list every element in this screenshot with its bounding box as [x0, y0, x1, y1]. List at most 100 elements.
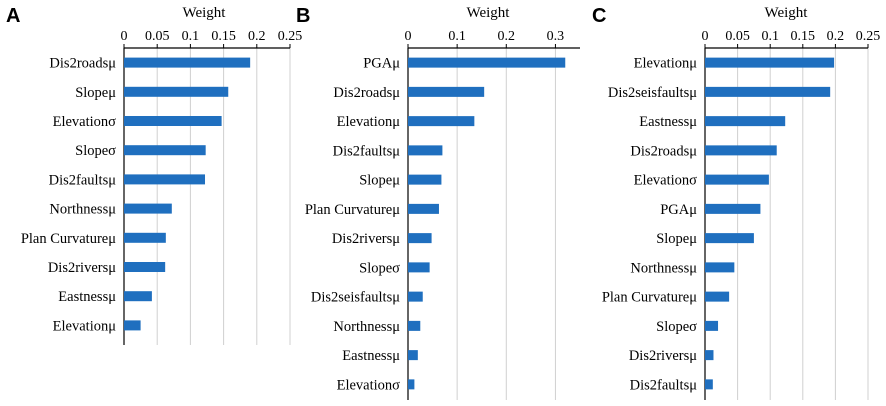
x-tick-label-c: 0.25 [856, 29, 881, 44]
bar [124, 203, 172, 214]
bar [124, 145, 206, 156]
category-label-b: Plan Curvatureμ [305, 202, 400, 218]
bar [124, 262, 166, 272]
x-tick-label-a: 0 [121, 29, 128, 44]
bar [124, 86, 229, 97]
category-label-a: Dis2faultsμ [49, 172, 117, 188]
category-label-c: Dis2roadsμ [630, 143, 697, 159]
category-label-a: Dis2riversμ [48, 260, 116, 276]
category-label-c: Dis2seisfaultsμ [608, 85, 697, 101]
category-label-b: Slopeμ [359, 173, 400, 189]
x-tick-label-b: 0.2 [498, 29, 516, 44]
bar [705, 174, 769, 185]
category-label-c: Dis2riversμ [629, 348, 697, 364]
bar [705, 116, 786, 127]
bar [705, 379, 713, 390]
bar [408, 86, 485, 97]
x-tick-label-b: 0 [405, 29, 412, 44]
category-label-b: Elevationσ [337, 377, 401, 393]
grid-c [737, 48, 869, 400]
bar [408, 291, 423, 302]
x-tick-label-a: 0.05 [145, 29, 170, 44]
bar [408, 145, 443, 156]
x-axis-title-a: Weight [183, 5, 227, 21]
category-labels-a: Dis2roadsμ Slopeμ Elevationσ Slopeσ Dis2… [21, 56, 116, 335]
x-tick-label-c: 0.1 [761, 29, 779, 44]
category-label-b: Northnessμ [333, 319, 400, 335]
x-axis-title-b: Weight [467, 5, 511, 21]
bar [705, 262, 735, 273]
bar [124, 232, 166, 243]
bar [408, 174, 442, 185]
category-label-c: PGAμ [660, 202, 697, 218]
category-label-b: PGAμ [363, 56, 400, 72]
x-tick-label-b: 0.1 [448, 29, 466, 44]
axes-c [704, 44, 869, 400]
category-label-a: Eastnessμ [58, 289, 116, 305]
bar [705, 203, 761, 214]
panel-b: B Weight 0 0.1 0.2 0.3 PGAμ Dis2roadsμ E… [296, 5, 580, 400]
bar [408, 203, 439, 214]
category-label-b: Dis2roadsμ [333, 85, 400, 101]
bar [705, 57, 835, 68]
category-label-a: Slopeσ [75, 143, 116, 159]
x-ticks-a: 0 0.05 0.1 0.15 0.2 0.25 [121, 29, 303, 44]
x-tick-label-c: 0.05 [725, 29, 750, 44]
bar [705, 86, 831, 97]
bar [408, 116, 475, 127]
bars-c [705, 57, 835, 390]
bar [408, 233, 432, 244]
category-label-c: Northnessμ [630, 260, 697, 276]
x-ticks-c: 0 0.05 0.1 0.15 0.2 0.25 [702, 29, 881, 44]
category-label-c: Eastnessμ [639, 114, 697, 130]
category-label-a: Slopeμ [75, 85, 116, 101]
category-label-c: Elevationμ [634, 56, 698, 72]
category-label-a: Elevationσ [53, 114, 117, 130]
bar [408, 262, 430, 273]
x-tick-label-a: 0.1 [182, 29, 200, 44]
category-label-b: Eastnessμ [342, 348, 400, 364]
bar [124, 174, 206, 185]
category-label-a: Northnessμ [49, 202, 116, 218]
bar [408, 350, 418, 361]
bar [408, 379, 415, 390]
category-label-c: Dis2faultsμ [630, 377, 698, 393]
bars-b [408, 57, 566, 390]
bar [124, 291, 152, 302]
bar [408, 57, 566, 68]
x-tick-label-a: 0.15 [211, 29, 236, 44]
panel-letter-a: A [6, 5, 20, 27]
x-tick-label-c: 0 [702, 29, 709, 44]
grid-b [456, 48, 556, 400]
grid-a [156, 48, 291, 345]
category-label-a: Elevationμ [53, 318, 117, 334]
bar [705, 145, 777, 156]
bar [705, 350, 714, 361]
bar [124, 116, 222, 126]
category-label-b: Dis2faultsμ [333, 143, 401, 159]
bar [705, 291, 730, 302]
x-tick-label-c: 0.15 [791, 29, 816, 44]
category-label-a: Plan Curvatureμ [21, 231, 116, 247]
category-label-b: Dis2seisfaultsμ [311, 290, 400, 306]
x-tick-label-b: 0.3 [547, 29, 565, 44]
x-axis-title-c: Weight [765, 5, 809, 21]
category-label-b: Elevationμ [337, 114, 401, 130]
bar [705, 233, 754, 244]
bar [705, 320, 719, 331]
bar [124, 57, 251, 68]
category-label-c: Plan Curvatureμ [602, 290, 697, 306]
bar [408, 320, 421, 331]
panel-letter-c: C [592, 5, 606, 27]
category-label-c: Slopeμ [656, 231, 697, 247]
category-label-b: Dis2riversμ [332, 231, 400, 247]
x-tick-label-a: 0.25 [278, 29, 303, 44]
panel-a: A Weight 0 0.05 0.1 0.15 0.2 0.25 Dis2ro… [6, 5, 302, 345]
x-tick-label-a: 0.2 [248, 29, 266, 44]
category-label-a: Dis2roadsμ [49, 56, 116, 72]
axes-b [407, 44, 580, 400]
category-label-b: Slopeσ [359, 260, 400, 276]
category-labels-c: Elevationμ Dis2seisfaultsμ Eastnessμ Dis… [602, 56, 697, 394]
panel-c: C Weight 0 0.05 0.1 0.15 0.2 0.25 Elevat… [592, 5, 880, 400]
